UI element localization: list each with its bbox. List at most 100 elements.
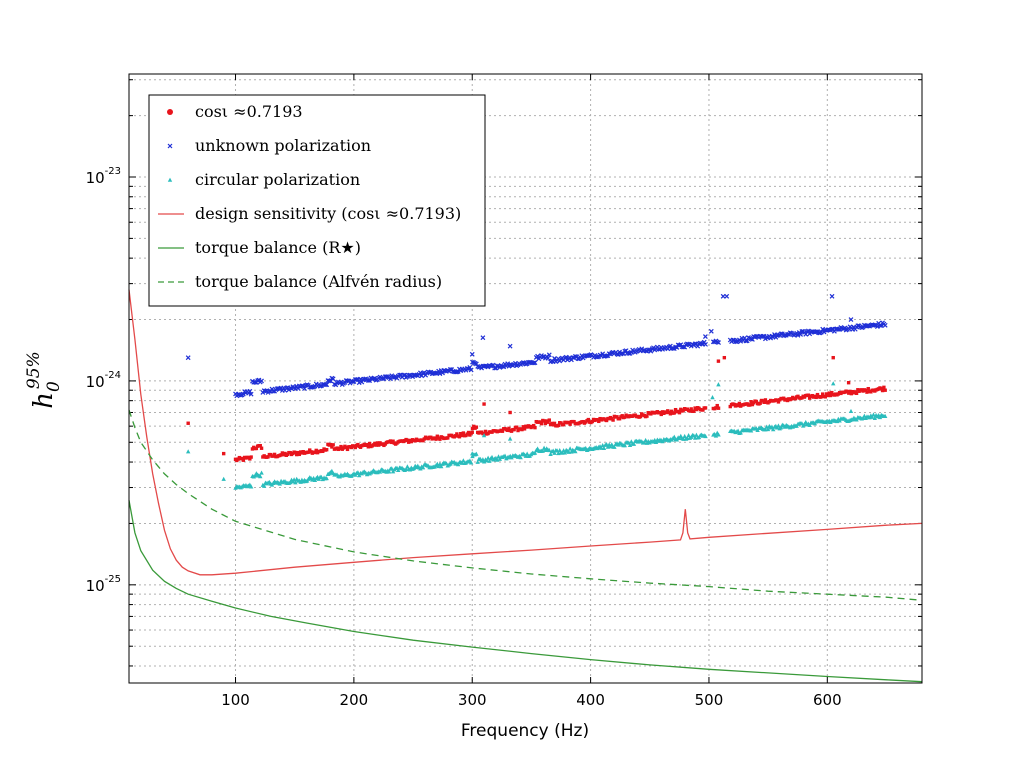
data-point (573, 449, 578, 454)
data-point (546, 420, 550, 424)
data-point (263, 388, 268, 394)
data-point (295, 385, 301, 391)
data-point-outlier (470, 430, 474, 434)
data-point (754, 399, 758, 404)
data-point (259, 378, 264, 384)
data-point (337, 446, 342, 451)
data-point (374, 443, 378, 447)
data-point (240, 391, 246, 397)
x-tick-label: 400 (576, 691, 605, 709)
data-point (313, 450, 317, 455)
data-point (453, 434, 458, 438)
data-point (248, 457, 252, 461)
data-point (366, 445, 371, 449)
data-point (575, 356, 581, 362)
data-point (247, 388, 253, 394)
data-point (823, 395, 828, 399)
data-point (532, 450, 538, 455)
data-point (758, 401, 762, 405)
legend-entry-4: torque balance (R★) (158, 238, 361, 257)
data-point (645, 347, 651, 353)
legend-label: design sensitivity (cosι ≈0.7193) (195, 204, 461, 223)
data-point-outlier (482, 402, 486, 406)
data-point (355, 470, 361, 475)
data-point (874, 324, 880, 330)
data-point (259, 470, 264, 475)
data-point (568, 422, 572, 426)
data-point (474, 425, 479, 429)
y-axis-label-base: h (29, 392, 59, 409)
data-point (539, 421, 544, 426)
data-point (620, 414, 624, 418)
data-point (865, 390, 869, 394)
data-point (659, 412, 663, 417)
data-point (420, 465, 426, 470)
data-point (763, 398, 768, 402)
y-tick-label: 10-24 (86, 370, 121, 391)
data-point (483, 363, 488, 369)
data-point (272, 452, 277, 457)
data-point (357, 473, 362, 478)
x-tick-label: 500 (695, 691, 724, 709)
data-point (365, 443, 369, 447)
data-point-outlier (702, 334, 708, 339)
data-point (485, 455, 491, 460)
data-point (252, 379, 258, 385)
data-point-outlier (507, 436, 513, 441)
legend-label: torque balance (Alfvén radius) (195, 272, 442, 291)
data-point (531, 360, 537, 366)
data-point-outlier (480, 335, 486, 341)
data-point (765, 426, 771, 432)
data-point (567, 446, 573, 451)
data-point (872, 415, 877, 420)
data-point (827, 391, 831, 395)
data-point (238, 392, 244, 398)
data-point (762, 400, 766, 404)
data-point (488, 363, 494, 369)
data-point (750, 402, 755, 407)
data-point-outlier (185, 355, 191, 361)
data-point (328, 442, 333, 447)
data-point (521, 425, 525, 429)
data-point (799, 329, 805, 334)
data-point (254, 446, 259, 451)
data-point (483, 429, 488, 434)
data-point (338, 379, 344, 385)
legend-label: unknown polarization (195, 136, 371, 155)
data-point (552, 450, 557, 455)
data-point (776, 400, 781, 404)
data-point-outlier (185, 449, 191, 454)
data-point (520, 427, 524, 432)
data-point (567, 420, 571, 425)
data-point (422, 437, 427, 441)
data-point-outlier (846, 381, 851, 385)
legend-entry-0: cosι ≈0.7193 (167, 102, 303, 121)
data-point (677, 410, 682, 415)
data-point (617, 417, 622, 421)
series-5 (128, 409, 923, 601)
data-point (324, 382, 330, 388)
data-point (807, 422, 812, 427)
data-point (611, 418, 615, 422)
data-point (507, 362, 513, 367)
data-point (375, 441, 380, 445)
data-point (753, 333, 759, 339)
y-tick-label: 10-23 (86, 166, 121, 187)
data-point (556, 423, 561, 428)
data-point (882, 322, 888, 328)
data-point (367, 441, 372, 446)
data-point (775, 398, 779, 402)
data-point (258, 443, 262, 448)
data-point (518, 455, 523, 460)
data-point (467, 364, 473, 370)
data-point (472, 424, 476, 429)
data-point (638, 414, 643, 419)
data-point (869, 414, 875, 419)
x-tick-label: 600 (813, 691, 842, 709)
data-point (820, 392, 825, 396)
data-point (367, 378, 373, 383)
data-point (531, 423, 536, 428)
data-point (543, 421, 548, 426)
data-point (386, 469, 392, 474)
